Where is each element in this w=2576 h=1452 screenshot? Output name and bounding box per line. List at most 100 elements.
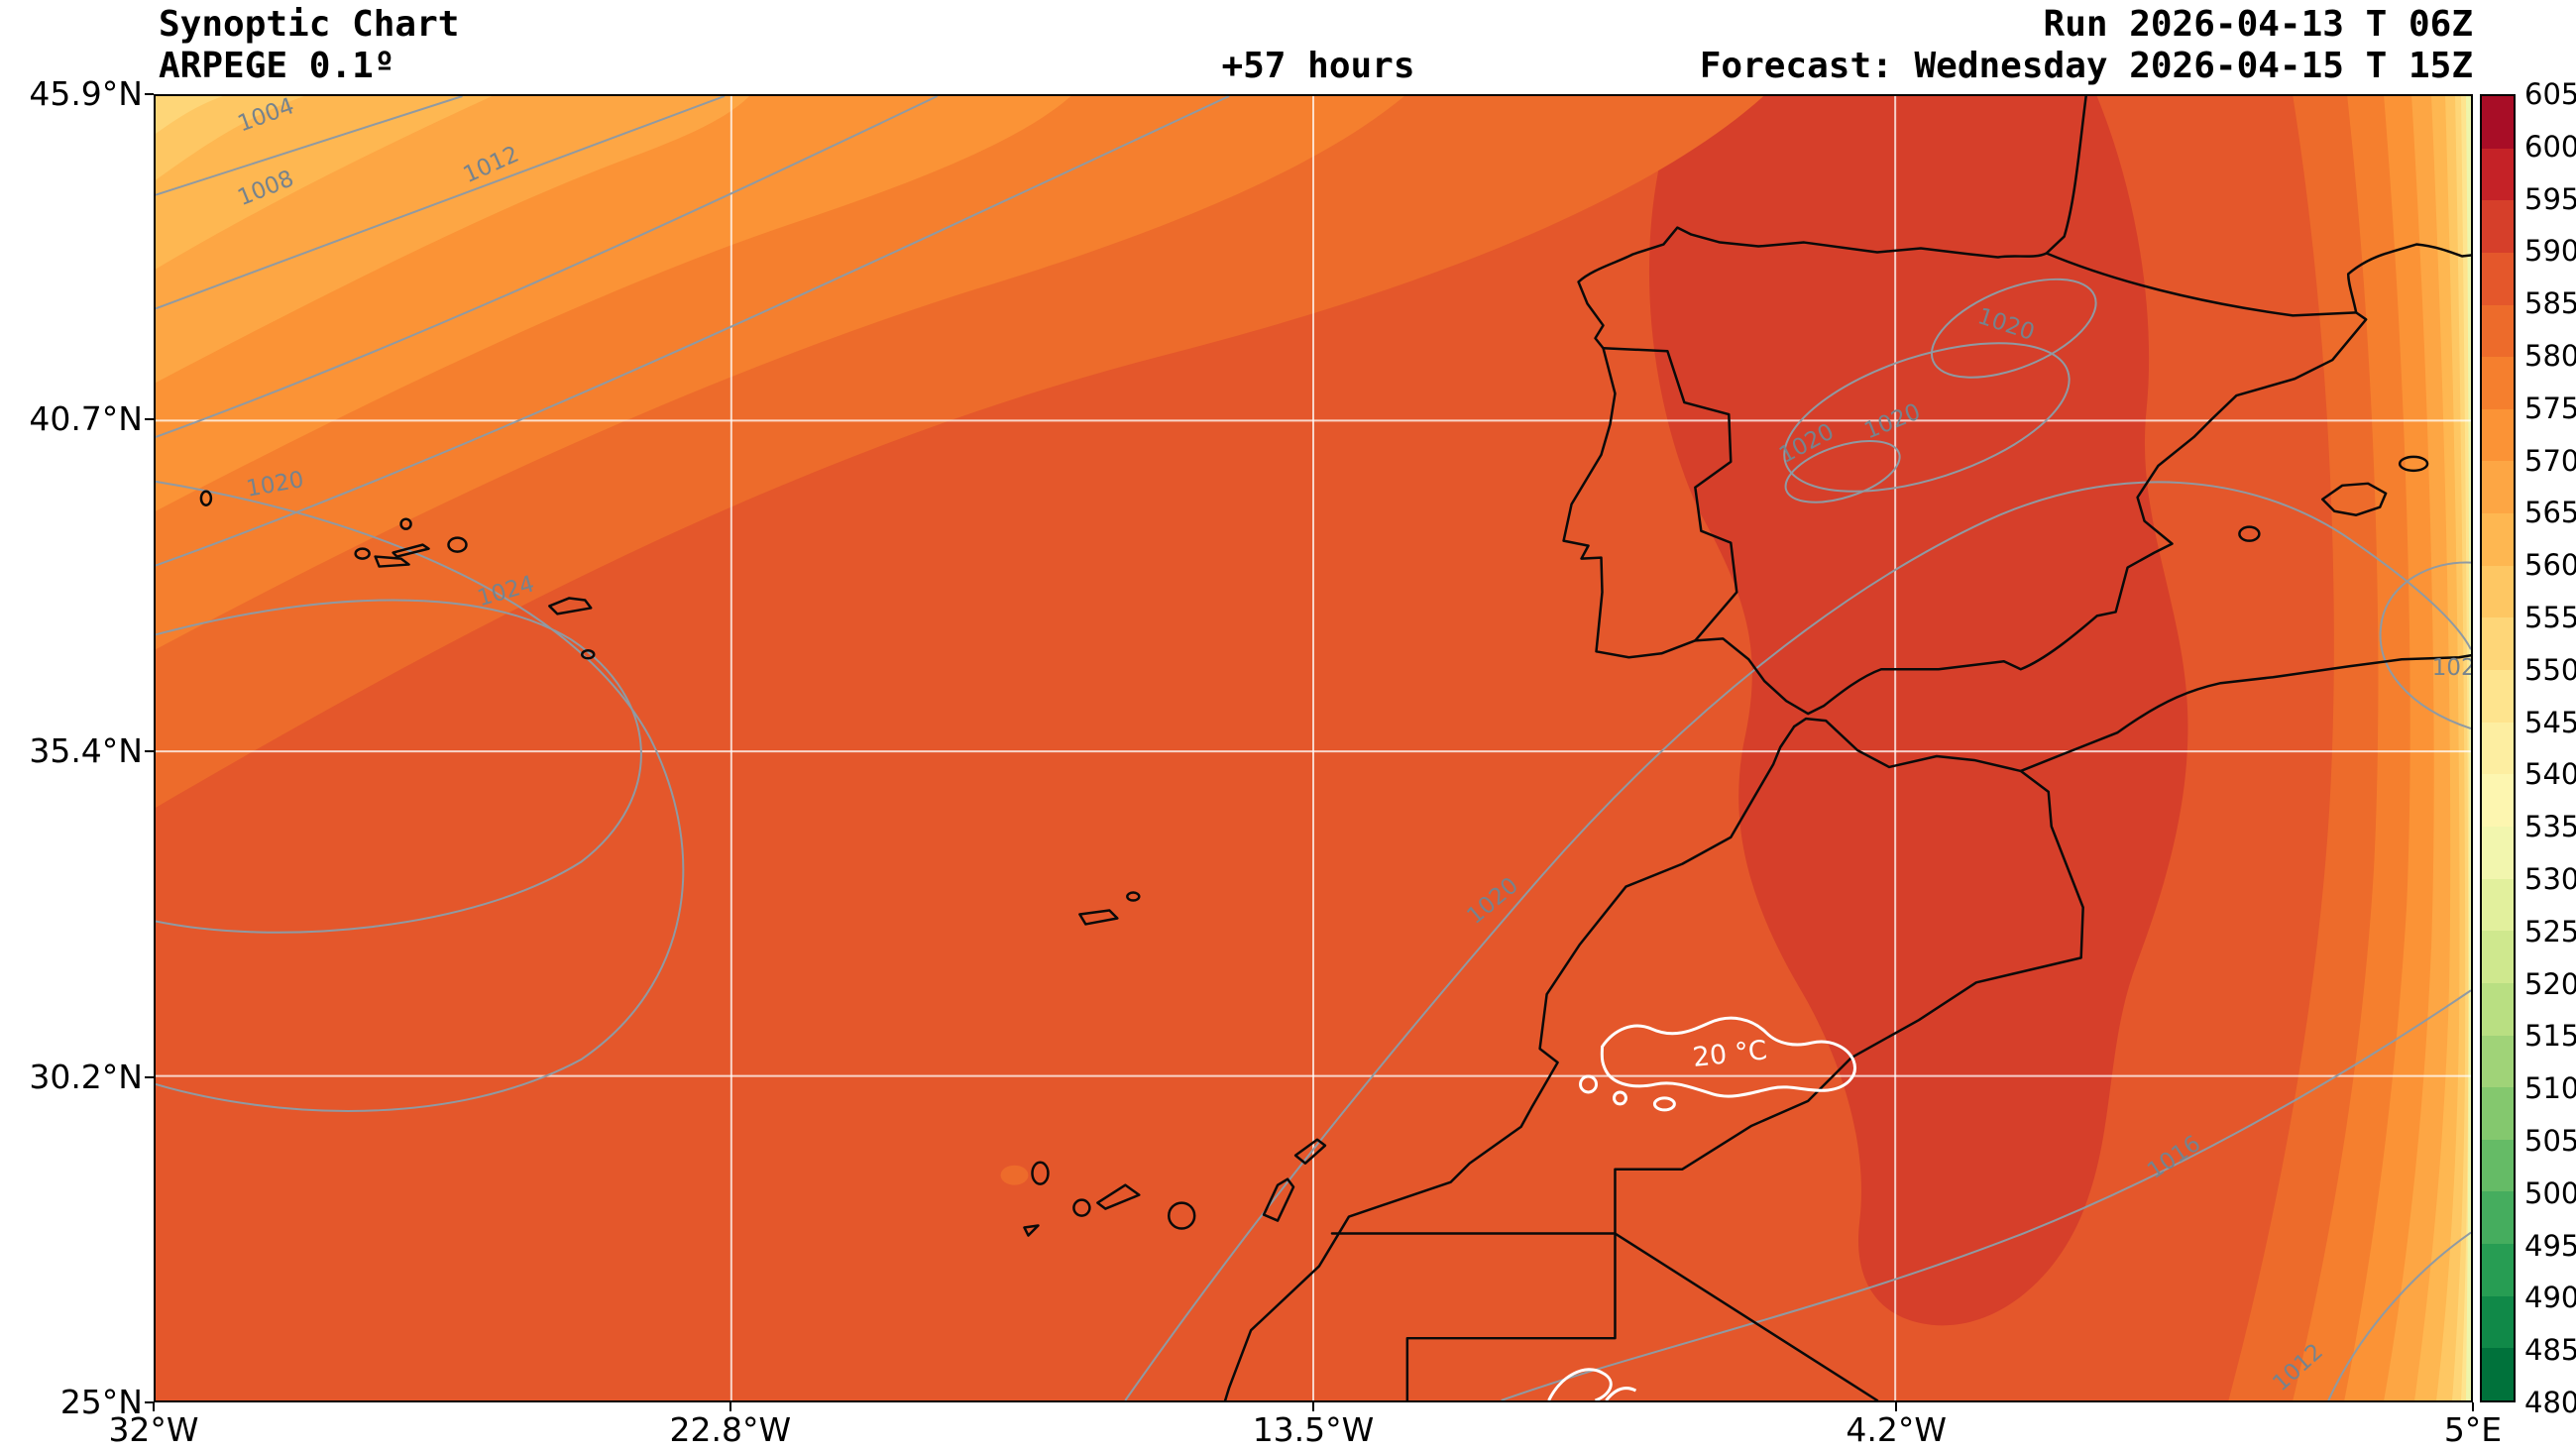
colorbar-tick-label: 520: [2524, 966, 2576, 1001]
x-axis-tick: [153, 1402, 155, 1411]
colorbar-segment: [2482, 304, 2514, 358]
x-axis-tick-label: 13.5°W: [1252, 1410, 1375, 1449]
colorbar-tick-label: 480: [2524, 1386, 2576, 1419]
colorbar-tick-label: 600: [2524, 129, 2576, 164]
colorbar-tick-label: 560: [2524, 548, 2576, 583]
isobar-1020-pyrenees-inner: [1784, 440, 1901, 503]
colorbar-tick-label: 530: [2524, 862, 2576, 896]
island-lanzarote: [1293, 1138, 1327, 1165]
model-label: ARPEGE 0.1º: [159, 46, 395, 86]
temp-contour-spot: [1612, 1090, 1627, 1106]
isobar-contours: [156, 96, 2471, 1400]
isobar-1020-east: [1124, 481, 2471, 1400]
colorbar-tick-label: 585: [2524, 286, 2576, 321]
colorbar-tick-label: 495: [2524, 1228, 2576, 1263]
y-axis-tick: [145, 750, 154, 753]
island-faial: [354, 547, 371, 560]
coastlines: [199, 96, 2471, 1400]
colorbar-tick-label: 490: [2524, 1281, 2576, 1315]
colorbar-segment: [2482, 722, 2514, 775]
island-flores: [199, 490, 213, 506]
page-title: Synoptic Chart: [159, 4, 460, 45]
isobar-1024-loop: [156, 599, 642, 934]
y-axis-tick-label: 30.2°N: [29, 1057, 143, 1096]
island-terceira: [447, 536, 468, 553]
colorbar-segments: [2482, 96, 2514, 1401]
x-axis-tick: [728, 1402, 731, 1411]
border-portugal-spain: [1602, 346, 1738, 642]
colorbar-segment: [2482, 96, 2514, 149]
x-axis-tick-label: 22.8°W: [669, 1410, 792, 1449]
x-axis-tick-label: 32°W: [108, 1410, 199, 1449]
temperature-contours: [1547, 1016, 1856, 1400]
colorbar-segment: [2482, 357, 2514, 409]
colorbar-segment: [2482, 513, 2514, 566]
colorbar-tick-label: 515: [2524, 1019, 2576, 1054]
island-fuerteventura: [1262, 1177, 1295, 1222]
isobar-1016: [156, 96, 1230, 567]
colorbar-segment: [2482, 1191, 2514, 1245]
colorbar-segment: [2482, 1295, 2514, 1349]
y-axis-tick-label: 35.4°N: [29, 731, 143, 771]
x-axis-tick-label: 5°E: [2443, 1410, 2503, 1449]
island-pico: [374, 555, 410, 568]
y-axis-tick-label: 40.7°N: [29, 399, 143, 439]
x-axis-tick-label: 4.2°W: [1846, 1410, 1947, 1449]
colorbar-segment: [2482, 565, 2514, 618]
colorbar-tick-label: 595: [2524, 181, 2576, 216]
colorbar-tick-label: 555: [2524, 601, 2576, 634]
colorbar-segment: [2482, 931, 2514, 983]
isobar-1020-pyrenees-outer: [1783, 342, 2071, 493]
border-algeria-mauritania: [1614, 1232, 1879, 1400]
map-plot: 1004100810121020102410201020102010201020…: [154, 94, 2473, 1402]
island-graciosa: [399, 517, 412, 530]
island-porto-santo: [1126, 891, 1141, 902]
colorbar-segment: [2482, 461, 2514, 514]
colorbar: [2480, 94, 2516, 1402]
isobar-right-edge: [2379, 561, 2471, 730]
island-santa-maria: [581, 649, 596, 660]
colorbar-segment: [2482, 1139, 2514, 1192]
colorbar-segment: [2482, 826, 2514, 879]
colorbar-tick-label: 590: [2524, 234, 2576, 269]
y-axis-tick-label: 25°N: [59, 1383, 143, 1421]
x-axis-tick: [1895, 1402, 1898, 1411]
island-sao-miguel: [548, 597, 593, 615]
colorbar-segment: [2482, 670, 2514, 723]
isobar-1012-se: [2327, 1231, 2471, 1400]
temp-contour-spot: [1652, 1096, 1676, 1112]
border-western-sahara-east: [1405, 1232, 1617, 1400]
isobar-label: 1020: [2432, 655, 2471, 681]
colorbar-segment: [2482, 878, 2514, 932]
temp-contour-main: [1600, 1016, 1856, 1098]
colorbar-segment: [2482, 408, 2514, 462]
coast-north-africa-med: [1792, 654, 2471, 773]
colorbar-segment: [2482, 1035, 2514, 1088]
colorbar-tick-label: 505: [2524, 1124, 2576, 1158]
isobar-1004: [156, 96, 463, 196]
colorbar-segment: [2482, 148, 2514, 201]
island-tenerife: [1096, 1183, 1141, 1210]
isobar-1012: [156, 96, 939, 438]
island-mallorca: [2321, 482, 2388, 516]
colorbar-segment: [2482, 1244, 2514, 1296]
island-la-palma: [1031, 1161, 1050, 1185]
colorbar-tick-label: 525: [2524, 914, 2576, 949]
y-axis-tick-label: 45.9°N: [29, 74, 143, 113]
map-svg: 1004100810121020102410201020102010201020…: [156, 96, 2471, 1400]
island-el-hierro: [1023, 1224, 1040, 1237]
temp-contour-south: [1605, 1387, 1637, 1400]
colorbar-segment: [2482, 617, 2514, 671]
colorbar-tick-label: 545: [2524, 705, 2576, 739]
lead-time-label: +57 hours: [1221, 46, 1415, 86]
colorbar-segment: [2482, 200, 2514, 253]
island-madeira: [1078, 909, 1119, 926]
colorbar-tick-label: 485: [2524, 1333, 2576, 1368]
island-sao-jorge: [392, 543, 430, 558]
grid-lines: [156, 96, 2471, 1400]
coast-iberia-france: [1562, 96, 2471, 716]
colorbar-segment: [2482, 252, 2514, 305]
border-morocco-algeria: [1614, 769, 2084, 1235]
temp-contour-spot: [1579, 1074, 1599, 1094]
island-ibiza: [2238, 525, 2261, 542]
